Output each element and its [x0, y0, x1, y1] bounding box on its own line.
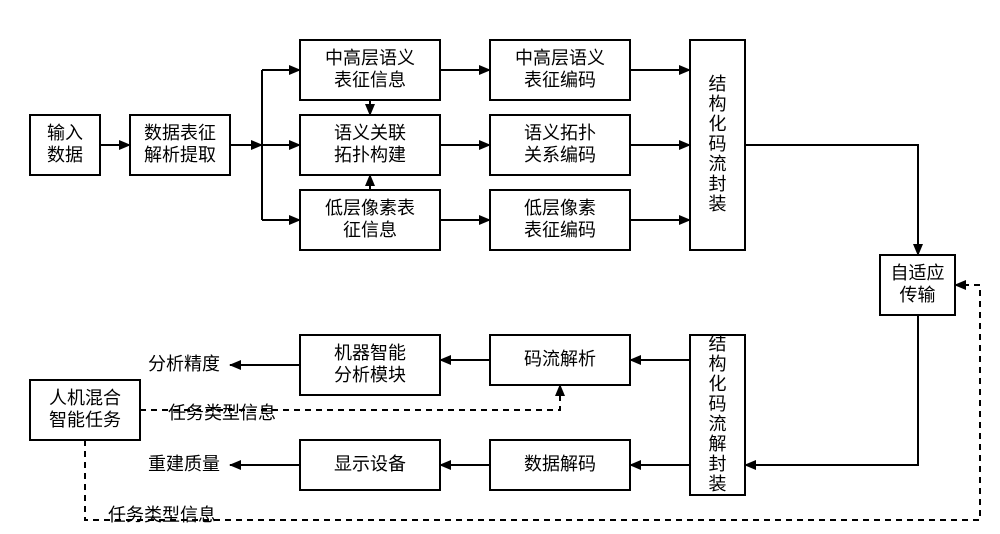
node-extract: 数据表征解析提取: [130, 115, 230, 175]
node-parse-line-0: 码流解析: [524, 349, 596, 369]
node-parse: 码流解析: [490, 335, 630, 385]
node-hi_enc: 中高层语义表征编码: [490, 40, 630, 100]
node-adapt-line-1: 传输: [900, 285, 936, 305]
node-lo_info-line-1: 征信息: [343, 220, 397, 240]
label-quality: 重建质量: [148, 454, 220, 474]
node-topo-line-0: 语义关联: [334, 123, 406, 143]
node-extract-line-1: 解析提取: [144, 145, 216, 165]
node-unpack-char-6: 封: [709, 454, 727, 474]
node-lo_enc-line-0: 低层像素: [524, 198, 596, 218]
flowchart-canvas: 输入数据数据表征解析提取中高层语义表征信息语义关联拓扑构建低层像素表征信息中高层…: [0, 0, 1000, 534]
node-input: 输入数据: [30, 115, 100, 175]
node-topo: 语义关联拓扑构建: [300, 115, 440, 175]
node-task-line-1: 智能任务: [49, 410, 121, 430]
node-hi_info-line-1: 表征信息: [334, 70, 406, 90]
edge-e15: [745, 145, 918, 255]
node-extract-line-0: 数据表征: [144, 123, 216, 143]
node-ai-line-1: 分析模块: [334, 365, 406, 385]
node-topo_enc-line-1: 关系编码: [524, 145, 596, 165]
node-pack-char-4: 流: [709, 154, 727, 174]
node-unpack-char-0: 结: [709, 334, 727, 354]
node-decode-line-0: 数据解码: [524, 454, 596, 474]
node-input-line-0: 输入: [47, 123, 83, 143]
node-hi_info: 中高层语义表征信息: [300, 40, 440, 100]
node-pack-char-0: 结: [709, 74, 727, 94]
node-lo_enc: 低层像素表征编码: [490, 190, 630, 250]
node-adapt-line-0: 自适应: [891, 263, 945, 283]
node-lo_info-line-0: 低层像素表: [325, 198, 415, 218]
node-unpack-char-3: 码: [709, 394, 727, 414]
node-decode: 数据解码: [490, 440, 630, 490]
label-t1: 任务类型信息: [168, 403, 276, 423]
nodes: 输入数据数据表征解析提取中高层语义表征信息语义关联拓扑构建低层像素表征信息中高层…: [30, 40, 955, 495]
node-pack-char-2: 化: [709, 114, 727, 134]
node-unpack-char-2: 化: [709, 374, 727, 394]
label-precision: 分析精度: [148, 354, 220, 374]
node-hi_enc-line-1: 表征编码: [524, 70, 596, 90]
node-lo_info: 低层像素表征信息: [300, 190, 440, 250]
node-pack-char-3: 码: [709, 134, 727, 154]
node-task-line-0: 人机混合: [49, 388, 121, 408]
node-pack-char-6: 装: [709, 194, 727, 214]
edge-e16: [745, 315, 918, 465]
node-input-line-1: 数据: [47, 145, 83, 165]
node-adapt: 自适应传输: [880, 255, 955, 315]
node-hi_enc-line-0: 中高层语义: [515, 48, 605, 68]
node-topo_enc-line-0: 语义拓扑: [524, 123, 596, 143]
node-pack-char-1: 构: [709, 94, 727, 114]
node-unpack-char-5: 解: [709, 434, 727, 454]
node-hi_info-line-0: 中高层语义: [325, 48, 415, 68]
node-lo_enc-line-1: 表征编码: [524, 220, 596, 240]
node-unpack-char-1: 构: [709, 354, 727, 374]
node-display-line-0: 显示设备: [334, 454, 406, 474]
node-pack: 结构化码流封装: [690, 40, 745, 250]
node-topo_enc: 语义拓扑关系编码: [490, 115, 630, 175]
node-unpack: 结构化码流解封装: [690, 334, 745, 495]
node-ai-line-0: 机器智能: [334, 343, 406, 363]
node-pack-char-5: 封: [709, 174, 727, 194]
node-display: 显示设备: [300, 440, 440, 490]
label-t2: 任务类型信息: [108, 505, 216, 525]
node-topo-line-1: 拓扑构建: [334, 145, 406, 165]
node-ai: 机器智能分析模块: [300, 335, 440, 395]
node-task: 人机混合智能任务: [30, 380, 140, 440]
node-unpack-char-7: 装: [709, 474, 727, 494]
node-unpack-char-4: 流: [709, 414, 727, 434]
